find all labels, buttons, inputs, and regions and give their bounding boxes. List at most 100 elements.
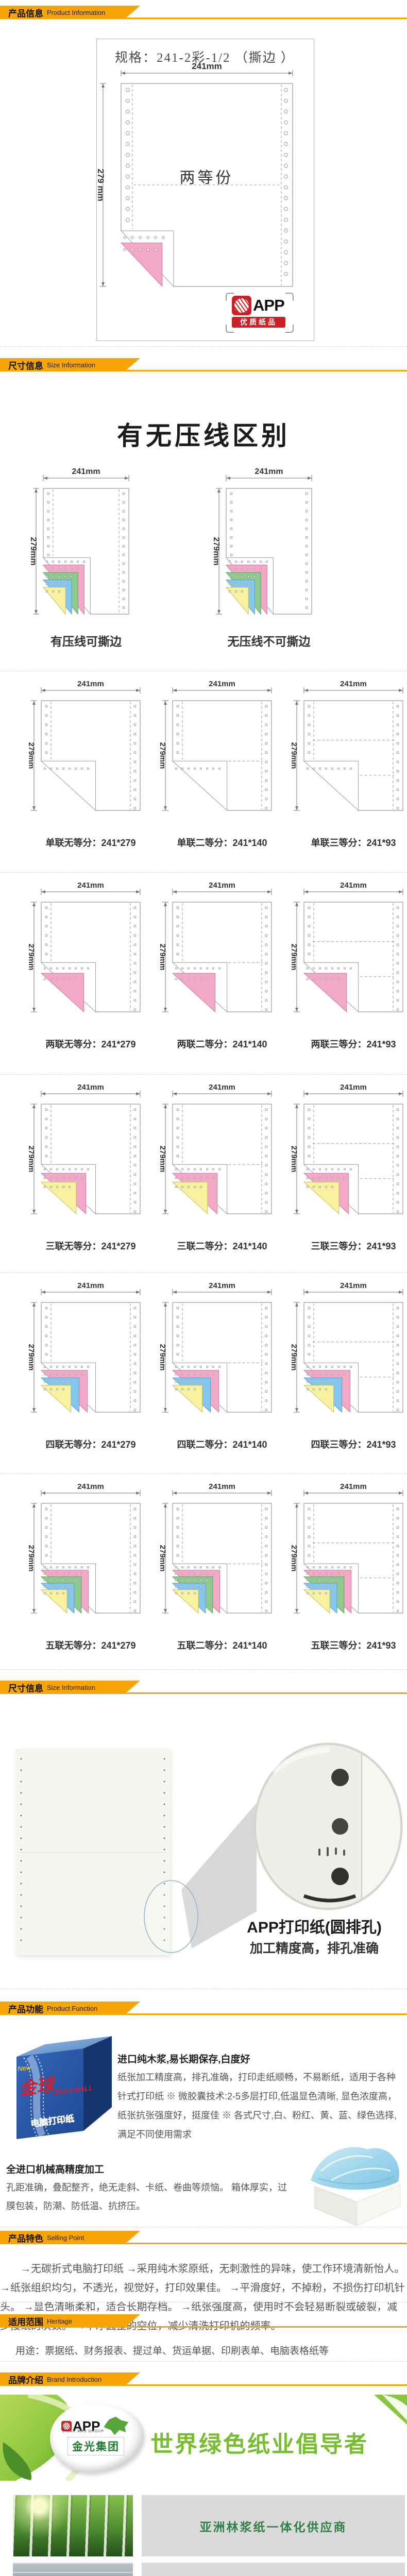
golden-light-group-text: 金光集团 [67,2437,124,2455]
dotted-separator [0,1669,407,1670]
svg-text:279mm: 279mm [27,742,36,769]
svg-text:279mm: 279mm [27,1545,36,1572]
dotted-separator [0,2361,407,2362]
heritage-usage-text: 用途：票据纸、财务报表、提过单、货运单据、印刷表单、电脑表格纸等 [15,2346,329,2357]
section-banner-product-function: 产品功能 Product Function [0,2002,407,2015]
factory-photo [13,2563,133,2576]
crease-compare-cell: 241mm 279mm 无压线不可撕边 [209,462,315,648]
crease-compare-cell: 241mm 279mm 有压线可撕边 [26,462,132,648]
size-grid-cell: 241mm 279mm 单联三等分：241*93 [286,674,406,848]
banner-underline [0,18,407,19]
svg-text:241mm: 241mm [77,1281,104,1290]
svg-text:279mm: 279mm [290,742,298,769]
banner-title-zh: 尺寸信息 [8,361,43,371]
svg-text:279mm: 279mm [212,537,221,565]
svg-text:241mm: 241mm [340,680,367,688]
diagram-caption: 有压线可撕边 [50,635,122,648]
banner-title-zh: 品牌介绍 [8,2375,43,2385]
diagram-caption: 单联二等分：241*140 [177,838,267,848]
function-heading-1: 进口纯木浆,易长期保存,白度好 [117,2054,250,2065]
paper-crease-line [18,1852,168,1853]
size-grid-cell: 241mm 279mm 五联三等分：241*93 [286,1477,406,1651]
diagram-caption: 五联无等分：241*279 [45,1640,136,1651]
spec-center-label: 两等份 [179,170,234,187]
brand-logo-cloud: APP SINAR MAS GROUP 金光集团 [50,2403,144,2473]
dotted-separator [0,1473,407,1474]
svg-text:241mm: 241mm [255,467,283,476]
wrapped-box-photo [311,2147,401,2226]
banner-title-en: Product Function [47,2004,98,2012]
banner-title-en: Product Information [47,8,106,16]
magnifier-large-ellipse [253,1742,403,1910]
brand-banner: APP SINAR MAS GROUP 金光集团 世界绿色纸业倡导者 [0,2395,407,2481]
app-quality-logo: APP 优质纸品 [226,293,294,333]
size-grid-cell: 241mm 279mm 两联无等分：241*279 [24,875,143,1049]
size-grid-cell: 241mm 279mm 五联二等分：241*140 [155,1477,275,1651]
banner-title-en: Brand Introduction [47,2375,102,2383]
svg-text:241mm: 241mm [209,680,235,688]
svg-text:241mm: 241mm [209,881,235,890]
banner-title-zh: 产品功能 [8,2004,43,2014]
function-heading-2: 全进口机械高精度加工 [6,2164,105,2175]
svg-text:241mm: 241mm [77,1482,104,1491]
app-logo-text: APP [253,296,285,314]
svg-text:241mm: 241mm [77,680,104,688]
svg-text:241mm: 241mm [77,881,104,890]
diagram-caption: 两联三等分：241*93 [311,1039,396,1049]
hole-photo-title: APP打印纸(圆排孔) [247,1919,382,1936]
dotted-separator [0,346,407,347]
diagram-caption: 无压线不可撕边 [227,635,311,648]
banner-title-zh: 产品信息 [8,8,43,19]
svg-text:279mm: 279mm [290,944,298,971]
svg-text:279mm: 279mm [158,1146,167,1173]
svg-text:241mm: 241mm [72,467,100,476]
svg-text:279mm: 279mm [27,1146,36,1173]
size-grid-cell: 241mm 279mm 三联二等分：241*140 [155,1077,275,1251]
brand-row-bar: 亚洲林浆纸一体化供应商 [142,2495,405,2556]
section-banner-product-info: 产品信息 Product Information [0,6,407,19]
size-grid-cell: 241mm 279mm 单联无等分：241*279 [24,674,143,848]
svg-text:241mm: 241mm [340,1083,367,1092]
box-brand-script: 金球 [18,2075,58,2099]
corner-bracket-icon [285,325,294,333]
section-banner-heritage: 适用范围 Heritage [0,2314,407,2328]
magnifier-small-ellipse [144,1880,198,1953]
size-grid-cell: 241mm 279mm 三联无等分：241*279 [24,1077,143,1251]
size-grid-cell: 241mm 279mm 五联无等分：241*279 [24,1477,143,1651]
banner-title-en: Selling Point [47,2233,84,2242]
diagram-caption: 五联三等分：241*93 [311,1640,396,1651]
size-grid-cell: 241mm 279mm 三联三等分：241*93 [286,1077,406,1251]
diagram-caption: 四联无等分：241*279 [45,1439,136,1450]
diagram-caption: 四联二等分：241*140 [177,1439,267,1450]
app-logo-icon [232,296,251,315]
svg-text:279mm: 279mm [290,1344,298,1371]
product-box-image: New 金球 GOLD BALL 电脑打印纸 [16,2036,112,2139]
app-logo-tagline: 优质纸品 [232,317,285,328]
hole-photo-subtitle: 加工精度高，排孔准确 [249,1941,379,1956]
section-banner-brand: 品牌介绍 Brand Introduction [0,2372,407,2386]
banner-title-zh: 尺寸信息 [8,1683,43,1693]
svg-text:279mm: 279mm [29,537,38,565]
size-grid-cell: 241mm 279mm 单联二等分：241*140 [155,674,275,848]
svg-text:279mm: 279mm [158,1344,167,1371]
section-banner-size-info-2: 尺寸信息 Size Information [0,1681,407,1694]
brand-row-text: 亚洲林浆纸一体化供应商 [199,2520,347,2534]
diagram-caption: 四联三等分：241*93 [311,1439,396,1450]
diagram-caption: 三联无等分：241*279 [45,1241,136,1251]
diagram-caption: 单联无等分：241*279 [45,838,136,848]
crease-compare-title: 有无压线区别 [117,421,290,450]
svg-text:241mm: 241mm [340,1281,367,1290]
dotted-separator [0,872,407,873]
corner-bracket-icon [226,293,234,301]
diagram-caption: 三联三等分：241*93 [311,1241,396,1251]
svg-text:241mm: 241mm [209,1482,235,1491]
svg-text:279mm: 279mm [27,1344,36,1371]
section-banner-selling-point: 产品特色 Selling Point [0,2231,407,2244]
box-new-tag: New [17,2063,32,2073]
svg-text:279mm: 279mm [158,1545,167,1572]
banner-title-en: Size Information [47,361,95,369]
app-logo-text: APP [73,2418,100,2434]
size-grid-cell: 241mm 279mm 四联无等分：241*279 [24,1276,143,1450]
size-grid-cell: 241mm 279mm 四联二等分：241*140 [155,1276,275,1450]
